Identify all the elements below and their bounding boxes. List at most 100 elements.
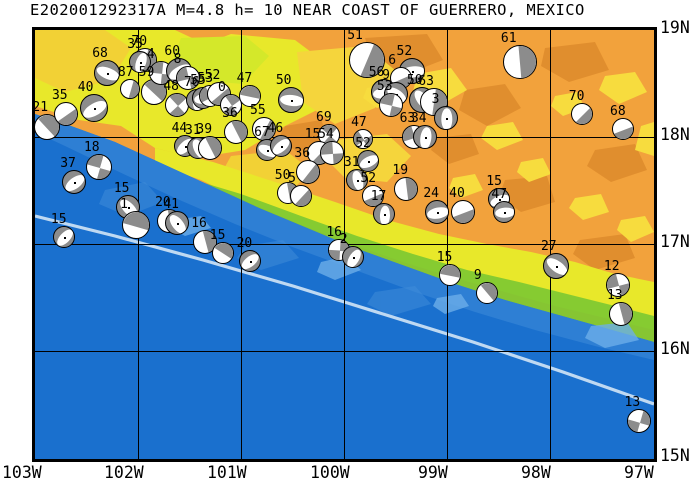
beachball-depth-label: 13 [624, 395, 641, 411]
beachball-depth-label: 41 [163, 197, 180, 213]
beachball-marker [224, 119, 249, 144]
beachball-depth-label: 63 [399, 111, 416, 127]
beachball-depth-label: 52 [204, 68, 221, 84]
beachball-depth-label: 68 [610, 103, 626, 119]
beachball-marker [211, 242, 234, 265]
gridline-16n [35, 351, 654, 352]
beachball-depth-label: 40 [449, 186, 465, 202]
x-tick-103w: 103W [2, 463, 42, 482]
beachball-depth-label: 56 [368, 65, 385, 81]
beachball-depth-label: 6 [388, 53, 397, 69]
beachball-depth-label: 13 [606, 288, 623, 304]
beachball-marker [362, 185, 385, 208]
beachball-depth-label: 50 [406, 72, 423, 88]
beachball-marker [220, 94, 243, 117]
beachball-depth-label: 1 [120, 197, 128, 213]
beachball-depth-label: 39 [196, 121, 213, 137]
beachball-depth-label: 27 [540, 238, 557, 254]
beachball-depth-label: 34 [410, 111, 427, 127]
beachball-depth-label: 53 [197, 71, 214, 87]
beachball-depth-label: 20 [236, 235, 253, 251]
beachball-marker [605, 273, 630, 298]
map-canvas: 1521354068877035594608487655535204750365… [35, 30, 654, 459]
beachball-depth-label: 47 [236, 71, 253, 87]
beachball-marker [341, 246, 364, 269]
beachball-depth-label: 35 [127, 37, 143, 53]
beachball-depth-label: 50 [275, 72, 292, 88]
x-tick-102w: 102W [104, 463, 144, 482]
beachball-marker [475, 281, 498, 304]
page-title: E202001292317A M=4.8 h= 10 NEAR COAST OF… [30, 1, 585, 19]
beachball-depth-label: 47 [351, 115, 367, 131]
beachball-depth-label: 15 [436, 249, 453, 265]
beachball-marker [296, 159, 321, 184]
beachball-depth-label: 46 [267, 120, 284, 136]
x-tick-101w: 101W [207, 463, 247, 482]
beachball-depth-label: 55 [190, 72, 206, 88]
y-tick-17n: 17N [660, 232, 690, 251]
y-tick-15n: 15N [660, 446, 690, 465]
beachball-depth-label: 31 [343, 155, 360, 171]
beachball-depth-label: 61 [500, 31, 517, 47]
beachball-depth-label: 63 [418, 73, 434, 89]
beachball-depth-label: 52 [355, 135, 371, 151]
beachball-marker [94, 59, 121, 86]
beachball-depth-label: 48 [163, 79, 180, 95]
beachball-marker [62, 170, 87, 195]
beachball-depth-label: 17 [370, 189, 387, 205]
beachball-marker [175, 66, 200, 91]
beachball-depth-label: 51 [347, 30, 363, 44]
beachball-marker [320, 141, 345, 166]
x-tick-98w: 98W [521, 463, 551, 482]
beachball-depth-label: 87 [117, 64, 134, 80]
beachball-depth-label: 16 [191, 216, 207, 232]
beachball-marker [349, 42, 386, 79]
beachball-marker [412, 125, 437, 150]
beachball-depth-label: 70 [131, 34, 148, 50]
beachball-marker [608, 302, 633, 327]
beachball-depth-label: 24 [423, 186, 439, 202]
beachball-marker [626, 409, 651, 434]
beachball-depth-label: 54 [318, 127, 334, 143]
beachball-depth-label: 2 [339, 232, 348, 248]
beachball-marker [353, 129, 374, 150]
beachball-marker [425, 200, 450, 225]
beachball-marker [612, 117, 635, 140]
beachball-marker [198, 135, 223, 160]
beachball-marker [129, 51, 152, 74]
beachball-marker [372, 203, 395, 226]
beachball-depth-label: 52 [396, 43, 413, 59]
beachball-depth-label: 47 [491, 187, 508, 203]
x-tick-97w: 97W [624, 463, 654, 482]
beachball-depth-label: 55 [250, 102, 266, 118]
beachball-depth-label: 44 [171, 120, 188, 136]
beachball-marker [53, 101, 78, 126]
beachball-depth-label: 40 [77, 80, 94, 96]
beachball-depth-label: 69 [316, 110, 332, 126]
beachball-marker [542, 252, 569, 279]
beachball-depth-label: 0 [218, 80, 226, 96]
map-frame: 1521354068877035594608487655535204750365… [32, 27, 657, 462]
beachball-marker [345, 169, 368, 192]
beachball-marker [122, 211, 151, 240]
beachball-depth-label: 18 [83, 140, 100, 156]
beachball-layer: 1521354068877035594608487655535204750365… [35, 30, 654, 459]
beachball-marker [85, 154, 112, 181]
beachball-depth-label: 21 [35, 99, 49, 115]
beachball-depth-label: 35 [51, 87, 68, 103]
x-tick-100w: 100W [310, 463, 350, 482]
y-tick-16n: 16N [660, 339, 690, 358]
beachball-marker [433, 105, 458, 130]
beachball-depth-label: 76 [183, 74, 200, 90]
beachball-marker [238, 85, 261, 108]
beachball-depth-label: 36 [222, 105, 238, 121]
beachball-depth-label: 16 [326, 224, 342, 240]
beachball-depth-label: 5 [288, 171, 296, 187]
y-tick-19n: 19N [660, 18, 690, 37]
beachball-depth-label: 8 [173, 52, 182, 68]
beachball-marker [269, 134, 292, 157]
beachball-marker [52, 225, 75, 248]
beachball-depth-label: 15 [50, 211, 67, 227]
beachball-depth-label: 15 [209, 228, 226, 244]
